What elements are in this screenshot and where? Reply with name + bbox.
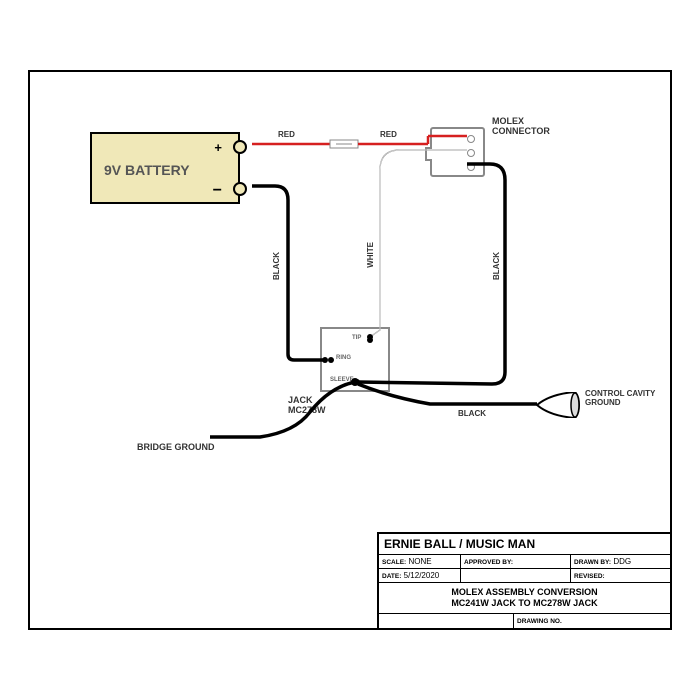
battery-label: 9V BATTERY [104,162,190,178]
wire-label-red1: RED [278,130,295,139]
wire-label-black3: BLACK [458,409,486,418]
wire-label-red2: RED [380,130,397,139]
wire-label-black1: BLACK [272,252,281,280]
jack-label: JACK MC278W [288,396,326,416]
molex-connector [430,127,485,177]
wire-label-white: WHITE [366,242,375,268]
battery-terminal-plus [233,140,247,154]
jack-tip-label: TIP [352,335,361,341]
cavity-ground-icon [535,392,580,418]
jack-sleeve-label: SLEEVE [330,377,354,383]
molex-label: MOLEX CONNECTOR [492,117,550,137]
battery-terminal-minus [233,182,247,196]
battery-plus-sign: + [214,140,222,155]
jack-ring-label: RING [336,355,351,361]
drawing-frame: 9V BATTERY + − MOLEX CONNECTOR TIP RING … [28,70,672,630]
bridge-ground-label: BRIDGE GROUND [137,442,215,452]
tb-drawing-title: MOLEX ASSEMBLY CONVERSION MC241W JACK TO… [379,583,670,613]
battery-minus-sign: − [213,182,222,200]
battery: 9V BATTERY + − [90,132,240,204]
cavity-ground-label: CONTROL CAVITY GROUND [585,390,655,408]
title-block: ERNIE BALL / MUSIC MAN SCALE: NONE APPRO… [377,532,672,630]
wire-label-black2: BLACK [492,252,501,280]
jack: TIP RING SLEEVE [320,327,390,392]
tb-company: ERNIE BALL / MUSIC MAN [379,534,670,554]
